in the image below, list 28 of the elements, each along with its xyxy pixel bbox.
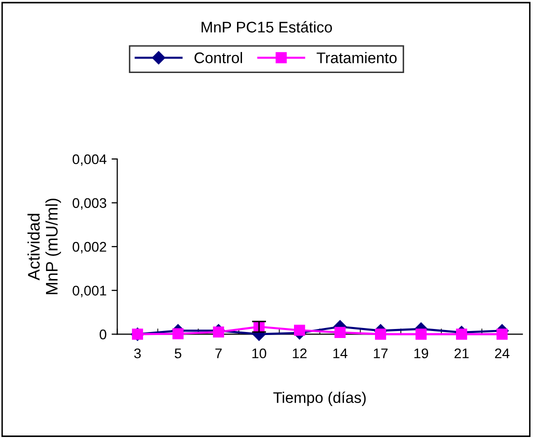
x-tick-label: 17 (374, 348, 388, 358)
legend-label: Control (194, 52, 242, 64)
chart-title: MnP PC15 Estático (202, 21, 332, 33)
x-tick-label: 5 (174, 348, 182, 358)
x-tick-label: 10 (252, 348, 266, 358)
x-tick-label: 7 (215, 348, 222, 358)
point (334, 326, 346, 338)
x-tick-label: 3 (134, 348, 141, 358)
y-tick-label: 0,001 (72, 286, 106, 298)
x-axis-title: Tiempo (días) (273, 392, 366, 406)
y-axis-title: Actividad MnP (mU/ml) (27, 198, 61, 294)
point (212, 326, 224, 338)
y-tick-label: 0 (100, 330, 106, 340)
point (294, 324, 306, 336)
point (416, 328, 427, 340)
x-tick-label: 19 (414, 348, 428, 358)
point (172, 328, 184, 340)
y-tick-label: 0,003 (72, 198, 106, 210)
point (496, 328, 508, 340)
y-tick-label: 0,002 (72, 242, 106, 254)
legend-label: Tratamiento (316, 52, 397, 64)
point (375, 328, 386, 340)
x-tick-label: 14 (333, 348, 348, 358)
x-tick-label: 21 (454, 348, 469, 358)
x-tick-label: 12 (292, 348, 307, 358)
y-tick-label: 0,004 (72, 154, 106, 166)
x-tick-label: 24 (495, 348, 510, 358)
point (456, 328, 468, 340)
